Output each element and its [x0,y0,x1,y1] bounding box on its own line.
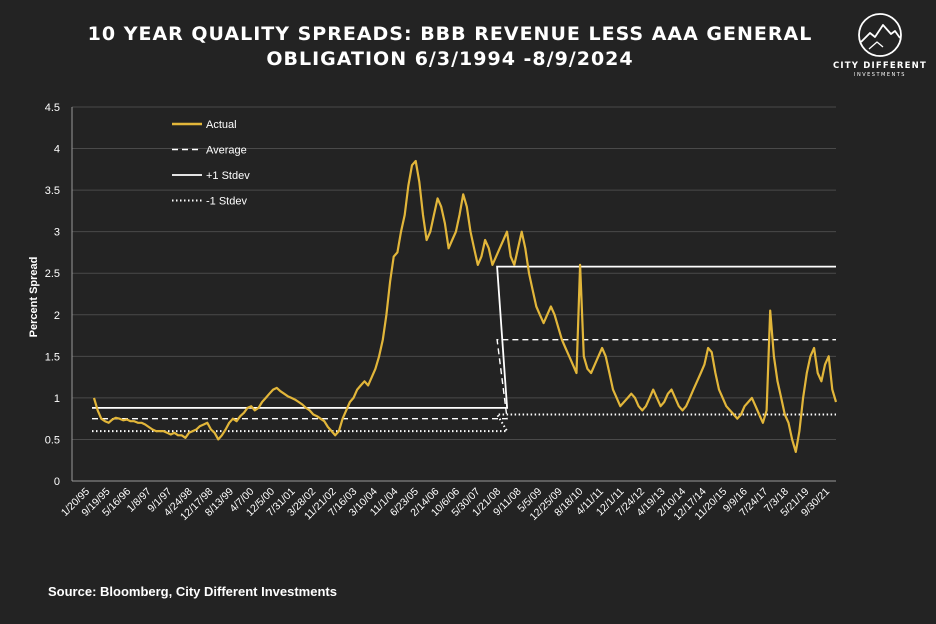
axes [71,107,836,482]
series-average-line [92,339,836,420]
series--1-stdev-line [92,265,836,409]
y-tick-label: 0 [54,476,60,488]
chart-title-line-1: 10 YEAR QUALITY SPREADS: BBB REVENUE LES… [87,23,813,45]
series--1-stdev-line [92,413,836,433]
y-tick-label: 1 [54,393,60,405]
tick-labels: 00.511.522.533.544.51/20/959/19/955/16/9… [45,102,833,523]
legend-label: +1 Stdev [206,170,250,182]
y-axis-label: Percent Spread [28,257,40,338]
y-tick-label: 3 [54,227,60,239]
chart-title: 10 YEAR QUALITY SPREADS: BBB REVENUE LES… [40,22,860,72]
y-tick-label: 1.5 [45,351,60,363]
y-tick-label: 2 [54,310,60,322]
y-tick-label: 2.5 [45,268,60,280]
legend: Actual Average +1 Stdev -1 Stdev [172,119,250,208]
company-logo: CITY DIFFERENT INVESTMENTS [832,12,928,92]
y-tick-label: 0.5 [45,434,60,446]
series-lines [92,159,838,453]
gridlines [72,106,836,440]
legend-label: Average [206,145,247,157]
y-tick-label: 3.5 [45,185,60,197]
series-actual-line [92,159,838,453]
chart-title-line-2: OBLIGATION 6/3/1994 -8/9/2024 [266,48,634,70]
logo-company-subtitle: INVESTMENTS [854,72,906,78]
logo-company-name: CITY DIFFERENT [832,61,927,71]
y-tick-label: 4 [54,144,60,156]
legend-label: Actual [206,119,237,131]
y-tick-label: 4.5 [45,102,60,114]
mountain-circle-icon [858,13,902,57]
source-note: Source: Bloomberg, City Different Invest… [48,584,337,599]
legend-label: -1 Stdev [206,196,247,208]
